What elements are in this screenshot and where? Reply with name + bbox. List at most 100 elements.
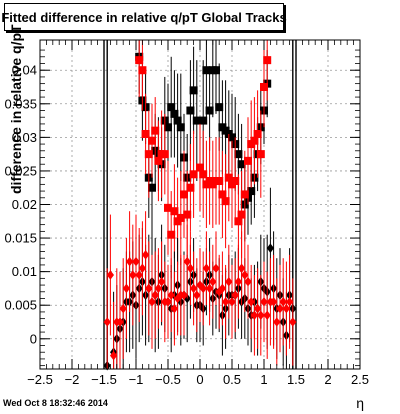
x-tick-label: −1.5 — [91, 372, 117, 387]
data-marker-diamond — [151, 290, 159, 300]
data-marker-diamond — [186, 263, 194, 274]
data-marker-diamond — [279, 297, 287, 307]
data-marker-square — [189, 170, 198, 179]
x-tick-label: −0.5 — [155, 372, 181, 387]
data-marker-diamond — [167, 290, 175, 300]
data-marker-diamond — [222, 297, 230, 307]
data-marker-square — [170, 109, 179, 118]
data-marker-square — [176, 123, 185, 132]
data-marker-diamond — [129, 270, 137, 280]
data-marker-square — [167, 103, 176, 112]
data-marker-diamond — [238, 263, 246, 274]
data-marker-square — [138, 66, 147, 75]
y-tick-label: 0.035 — [4, 96, 37, 111]
data-marker-diamond — [122, 283, 130, 294]
data-marker-square — [221, 197, 230, 206]
data-marker-diamond — [231, 290, 239, 300]
data-marker-square — [199, 116, 208, 125]
data-marker-square — [180, 190, 188, 199]
y-tick-label: 0 — [30, 331, 37, 346]
data-marker-square — [183, 210, 192, 219]
data-marker-square — [192, 116, 201, 125]
x-tick-label: 1 — [260, 372, 267, 387]
data-marker-square — [253, 130, 262, 138]
data-marker-diamond — [273, 317, 281, 327]
data-marker-diamond — [202, 263, 210, 274]
data-marker-diamond — [244, 276, 252, 287]
data-marker-diamond — [154, 283, 162, 294]
data-marker-square — [256, 150, 265, 159]
data-marker-diamond — [190, 283, 198, 294]
y-tick-label: 0.04 — [12, 63, 37, 78]
data-marker-diamond — [138, 263, 146, 274]
data-marker-square — [212, 66, 220, 75]
data-marker-diamond — [276, 303, 284, 314]
data-marker-square — [218, 190, 227, 199]
data-marker-diamond — [257, 310, 265, 321]
data-marker-diamond — [148, 297, 156, 307]
data-marker-square — [199, 170, 208, 179]
data-marker-diamond — [193, 290, 201, 300]
data-marker-square — [135, 56, 144, 65]
y-tick-label: 0.005 — [4, 298, 37, 313]
data-marker-diamond — [228, 297, 236, 307]
y-tick-label: 0.015 — [4, 231, 37, 246]
data-marker-diamond — [241, 270, 249, 280]
y-tick-label: 0.03 — [12, 130, 37, 145]
timestamp: Wed Oct 8 18:32:46 2014 — [3, 398, 108, 408]
data-marker-diamond — [225, 276, 233, 287]
data-marker-square — [260, 83, 268, 91]
data-marker-square — [234, 150, 243, 159]
chart-title-box: Fitted difference in relative q/pT Globa… — [1, 3, 287, 31]
axes: −2.5 −2 −1.5 −1 −0.5 0 0.5 1 1.5 2 2.5 0 0.005 0.01 0.… — [4, 40, 369, 387]
data-marker-square — [237, 210, 246, 219]
data-marker-diamond — [266, 243, 274, 253]
data-marker-square — [231, 177, 240, 185]
data-marker-square — [215, 103, 224, 112]
data-marker-diamond — [286, 297, 294, 307]
data-marker-diamond — [212, 263, 220, 274]
data-marker-square — [167, 230, 176, 239]
data-marker-diamond — [250, 310, 258, 321]
x-tick-label: 2.5 — [351, 372, 369, 387]
data-marker-square — [215, 177, 224, 185]
data-marker-square — [186, 183, 195, 192]
data-marker-diamond — [103, 317, 111, 327]
data-marker-diamond — [106, 270, 114, 280]
x-tick-label: 2 — [324, 372, 331, 387]
x-tick-label: 1.5 — [287, 372, 305, 387]
data-marker-diamond — [126, 256, 134, 267]
data-marker-square — [173, 116, 182, 125]
data-marker-diamond — [158, 276, 166, 287]
x-tick-label: 0.5 — [223, 372, 241, 387]
data-marker-square — [247, 187, 256, 196]
y-tick-label: 0.02 — [12, 197, 37, 212]
data-marker-diamond — [145, 283, 153, 294]
data-marker-square — [154, 156, 163, 165]
data-marker-square — [141, 130, 150, 138]
data-marker-diamond — [116, 317, 124, 327]
data-marker-square — [164, 203, 172, 212]
data-marker-diamond — [119, 303, 127, 314]
data-marker-square — [263, 56, 272, 65]
data-marker-diamond — [247, 297, 255, 307]
data-marker-diamond — [199, 283, 207, 294]
data-points — [103, 40, 297, 371]
data-marker-square — [186, 106, 195, 115]
data-marker-square — [170, 207, 179, 216]
data-marker-square — [148, 136, 156, 145]
data-marker-diamond — [289, 317, 297, 327]
data-marker-square — [176, 213, 185, 222]
diamond-series — [103, 211, 297, 369]
chart-title: Fitted difference in relative q/pT Globa… — [1, 9, 287, 25]
data-marker-square — [202, 66, 211, 75]
data-marker-square — [228, 133, 236, 142]
data-marker-square — [244, 156, 252, 165]
data-marker-square — [234, 217, 243, 226]
data-marker-diamond — [254, 303, 262, 314]
y-tick-label: 0.025 — [4, 163, 37, 178]
data-marker-square — [237, 160, 246, 169]
y-axis-label: difference in relative q/pT — [8, 24, 24, 194]
data-marker-square — [196, 163, 204, 172]
data-marker-diamond — [263, 310, 271, 321]
